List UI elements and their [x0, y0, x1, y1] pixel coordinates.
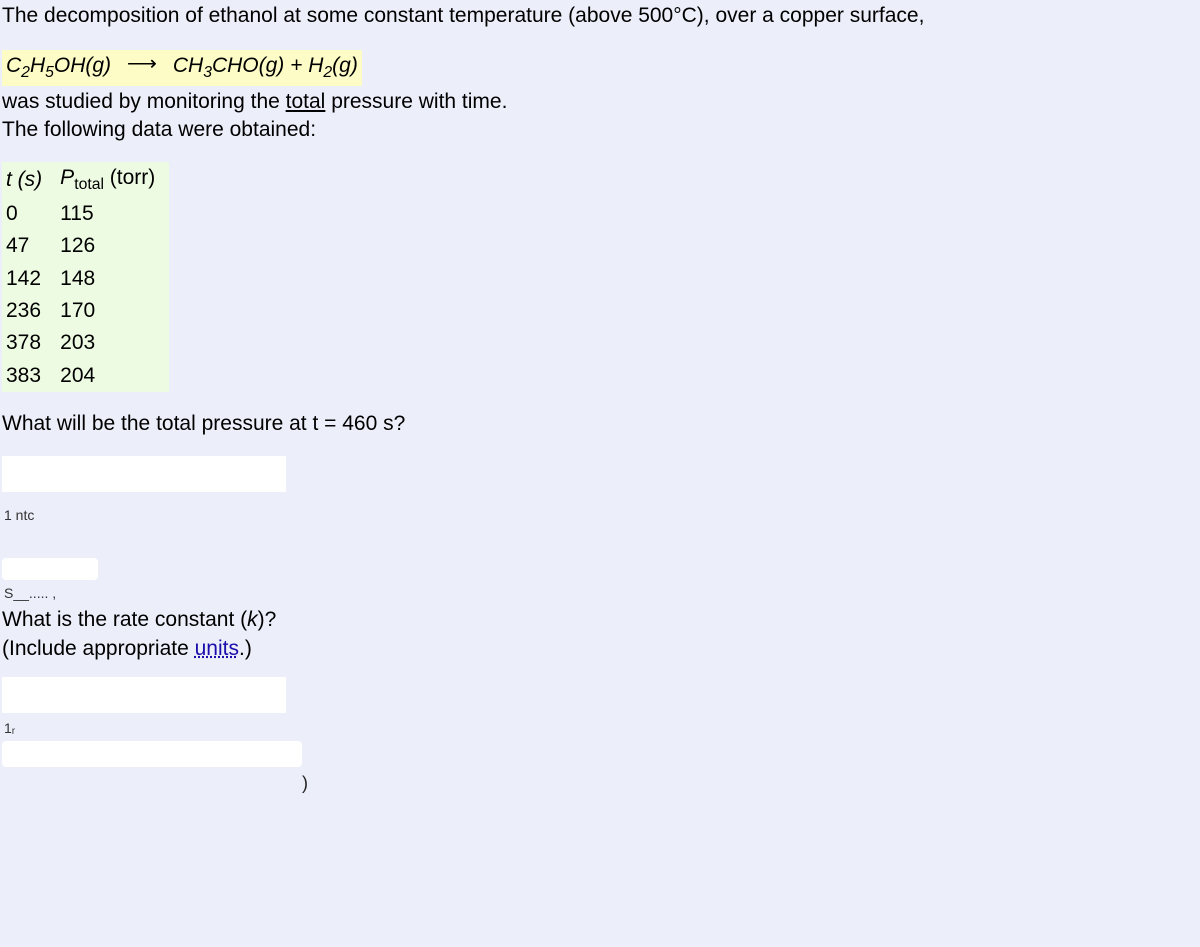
stray-text-2: 1ᵣ	[4, 719, 1198, 737]
stray-text-1: 1 ntc	[4, 506, 1198, 524]
question-1: What will be the total pressure at t = 4…	[2, 410, 1198, 438]
intro-text: The decomposition of ethanol at some con…	[2, 2, 1198, 30]
table-row: 378203	[2, 327, 169, 359]
reaction-right: CH3CHO(g) + H2(g)	[173, 54, 358, 77]
col-time-header: t (s)	[2, 162, 56, 197]
reaction-left: C2H5OH(g)	[6, 54, 111, 77]
stray-white-strip-2	[2, 741, 302, 767]
table-row: 47126	[2, 230, 169, 262]
stray-paren: )	[302, 771, 1198, 795]
answer-input-1[interactable]	[2, 456, 286, 492]
col-pressure-header: Ptotal (torr)	[56, 162, 169, 197]
question-2: What is the rate constant (k)? (Include …	[2, 606, 1198, 663]
reaction-arrow: ⟶	[127, 50, 157, 78]
answer-input-2[interactable]	[2, 677, 286, 713]
table-row: 142148	[2, 263, 169, 295]
reaction-equation: C2H5OH(g) ⟶ CH3CHO(g) + H2(g)	[2, 44, 1198, 85]
stray-white-strip-1	[2, 558, 98, 580]
units-link[interactable]: units	[195, 637, 239, 660]
table-row: 383204	[2, 360, 169, 392]
stray-text-s: S__..... ,	[4, 584, 1198, 602]
data-table: t (s) Ptotal (torr) 0115 47126 142148 23…	[2, 162, 169, 392]
description-text: was studied by monitoring the total pres…	[2, 88, 1198, 145]
table-header-row: t (s) Ptotal (torr)	[2, 162, 169, 197]
table-row: 0115	[2, 198, 169, 230]
table-row: 236170	[2, 295, 169, 327]
